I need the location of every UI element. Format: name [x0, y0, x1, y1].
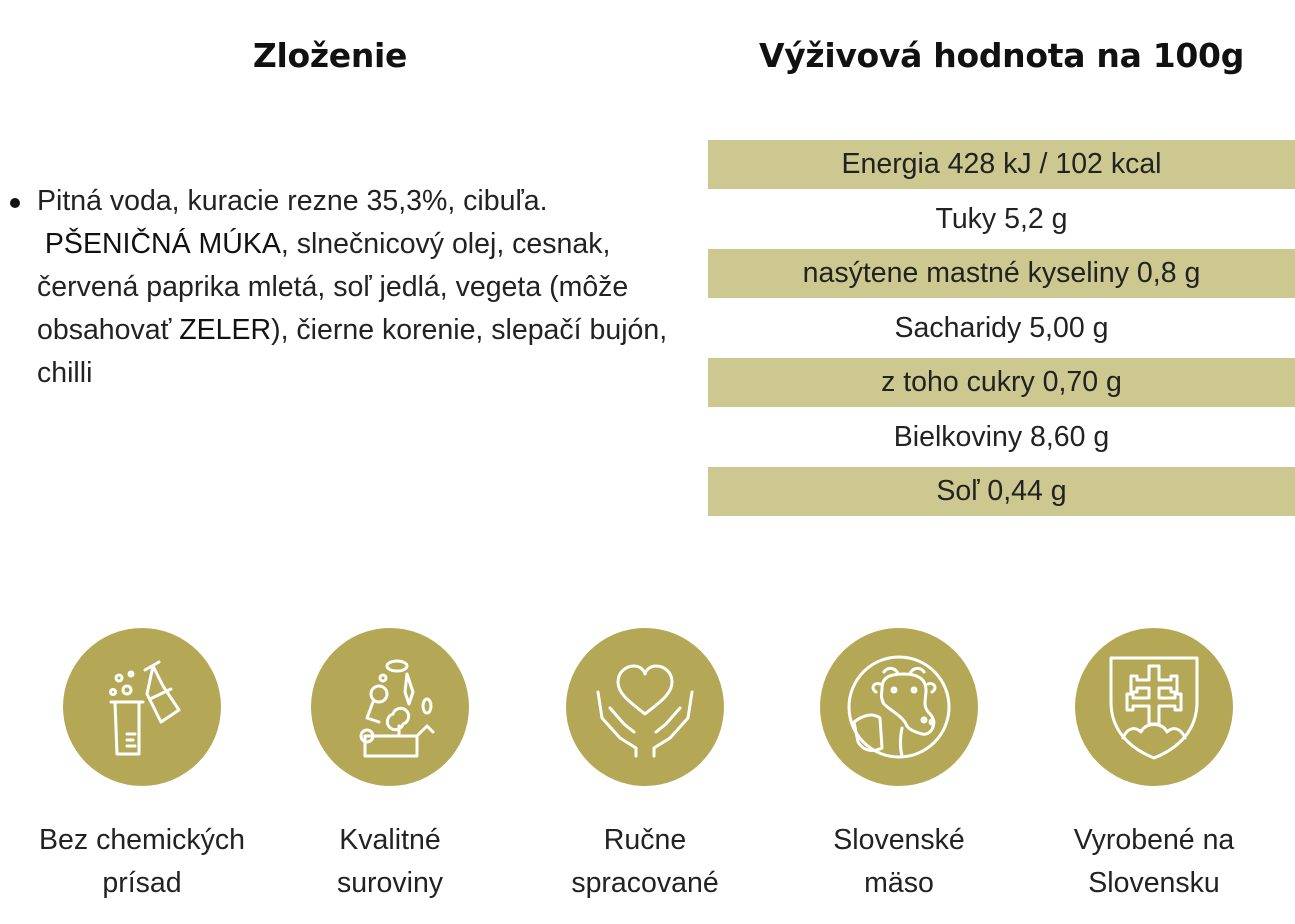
caption-line: Slovensku — [1088, 867, 1220, 899]
cow-icon — [847, 655, 951, 759]
feature-handmade: Ručne spracované — [520, 628, 770, 905]
feature-circle — [311, 628, 469, 786]
ingredients-text-3: ), čierne korenie, slepačí bujón, chilli — [37, 314, 668, 389]
caption-line: Slovenské — [833, 824, 965, 856]
nutrition-row-salt: Soľ 0,44 g — [708, 467, 1295, 516]
feature-circle — [566, 628, 724, 786]
ingredients-heading: Zloženie — [252, 36, 408, 75]
caption-line: prísad — [102, 867, 182, 899]
nutrition-row-sugars: z toho cukry 0,70 g — [708, 358, 1295, 407]
feature-no-chemicals: Bez chemických prísad — [17, 628, 267, 905]
caption-line: Ručne — [603, 824, 687, 856]
feature-made-in-slovakia: Vyrobené na Slovensku — [1029, 628, 1279, 905]
feature-circle — [820, 628, 978, 786]
slovak-coat-of-arms-icon — [1109, 656, 1199, 760]
feature-caption: Kvalitné suroviny — [265, 819, 515, 905]
caption-line: Bez chemických — [39, 824, 245, 856]
allergen-wheat-flour: PŠENIČNÁ MÚKA — [44, 228, 281, 260]
feature-caption: Vyrobené na Slovensku — [1029, 819, 1279, 905]
feature-slovak-meat: Slovenské mäso — [774, 628, 1024, 905]
feature-caption: Slovenské mäso — [774, 819, 1024, 905]
lab-flask-icon — [109, 660, 181, 756]
hands-heart-icon — [596, 664, 694, 758]
feature-circle — [1075, 628, 1233, 786]
nutrition-table: Energia 428 kJ / 102 kcal Tuky 5,2 g nas… — [708, 140, 1295, 522]
vegetables-basket-icon — [359, 659, 435, 758]
caption-line: Vyrobené na — [1073, 824, 1235, 856]
caption-line: suroviny — [336, 867, 444, 899]
ingredients-item: Pitná voda, kuracie rezne 35,3%, cibuľa.… — [8, 180, 678, 395]
nutrition-heading: Výživová hodnota na 100g — [758, 36, 1245, 75]
feature-circle — [63, 628, 221, 786]
nutrition-row-energy: Energia 428 kJ / 102 kcal — [708, 140, 1295, 189]
ingredients-text-2: , slnečnicový olej, cesnak, červená papr… — [37, 228, 629, 346]
nutrition-row-protein: Bielkoviny 8,60 g — [893, 420, 1110, 453]
caption-line: mäso — [864, 867, 934, 899]
feature-quality-ingredients: Kvalitné suroviny — [265, 628, 515, 905]
ingredients-text-1: Pitná voda, kuracie rezne 35,3%, cibuľa. — [37, 185, 548, 217]
nutrition-row-saturated-fat: nasýtene mastné kyseliny 0,8 g — [708, 249, 1295, 298]
ingredients-list: Pitná voda, kuracie rezne 35,3%, cibuľa.… — [8, 180, 678, 395]
nutrition-row-carbohydrates: Sacharidy 5,00 g — [894, 311, 1109, 344]
nutrition-row-fat: Tuky 5,2 g — [935, 202, 1068, 235]
allergen-celery: ZELER — [179, 314, 272, 346]
feature-caption: Ručne spracované — [520, 819, 770, 905]
caption-line: Kvalitné — [339, 824, 441, 856]
feature-caption: Bez chemických prísad — [17, 819, 267, 905]
caption-line: spracované — [571, 867, 719, 899]
